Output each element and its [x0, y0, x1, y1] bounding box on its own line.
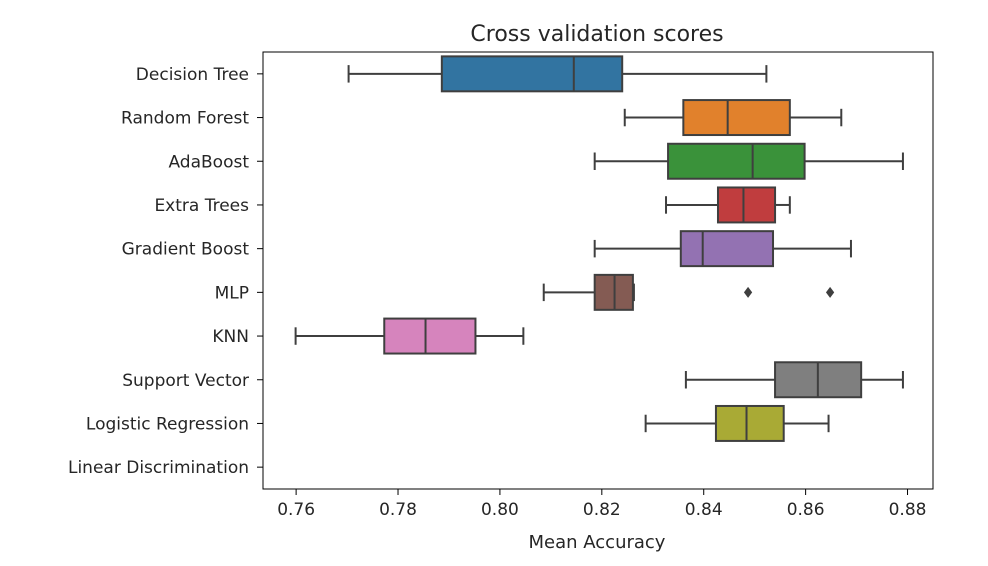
- box-adaboost: [593, 142, 904, 180]
- box-decision-tree: [347, 55, 768, 93]
- box-mlp: [542, 273, 835, 311]
- y-tick-label: Linear Discrimination: [68, 458, 249, 478]
- box-extra-trees: [665, 186, 791, 224]
- y-tick-label: Support Vector: [122, 371, 249, 391]
- box-iqr: [682, 99, 791, 137]
- y-tick-label: Gradient Boost: [122, 240, 250, 260]
- y-tick-label: AdaBoost: [168, 152, 249, 172]
- box-logistic-regression: [644, 404, 830, 442]
- axes-frame: [262, 51, 934, 490]
- y-tick-label: Logistic Regression: [86, 414, 249, 434]
- y-tick-label: Extra Trees: [154, 196, 249, 216]
- box-gradient-boost: [593, 230, 852, 268]
- y-tick-label: MLP: [215, 283, 249, 303]
- outlier-point: [825, 286, 835, 298]
- x-tick-label: 0.88: [889, 500, 927, 520]
- box-iqr: [440, 55, 624, 93]
- y-tick-label: Decision Tree: [136, 65, 249, 85]
- x-tick-label: 0.78: [379, 500, 417, 520]
- box-iqr: [667, 142, 806, 180]
- box-support-vector: [684, 361, 904, 399]
- x-tick-label: 0.86: [787, 500, 825, 520]
- box-iqr: [679, 230, 775, 268]
- x-tick-label: 0.84: [685, 500, 723, 520]
- x-tick-label: 0.76: [277, 500, 315, 520]
- box-knn: [294, 317, 525, 355]
- y-tick-label: KNN: [212, 327, 249, 347]
- box-iqr: [716, 186, 777, 224]
- x-axis-label: Mean Accuracy: [529, 532, 666, 553]
- x-axis-ticks: 0.76 0.78 0.80 0.82 0.84 0.86 0.88: [277, 489, 926, 520]
- chart-title: Cross validation scores: [470, 22, 723, 47]
- x-tick-label: 0.80: [481, 500, 519, 520]
- y-tick-label: Random Forest: [121, 109, 249, 129]
- x-tick-label: 0.82: [583, 500, 621, 520]
- y-axis-ticks: Decision Tree Random Forest AdaBoost Extra …: [68, 65, 263, 478]
- box-iqr: [383, 317, 477, 355]
- box-random-forest: [623, 99, 843, 137]
- plot-area: [294, 55, 904, 442]
- box-iqr: [714, 404, 785, 442]
- outlier-point: [743, 286, 753, 298]
